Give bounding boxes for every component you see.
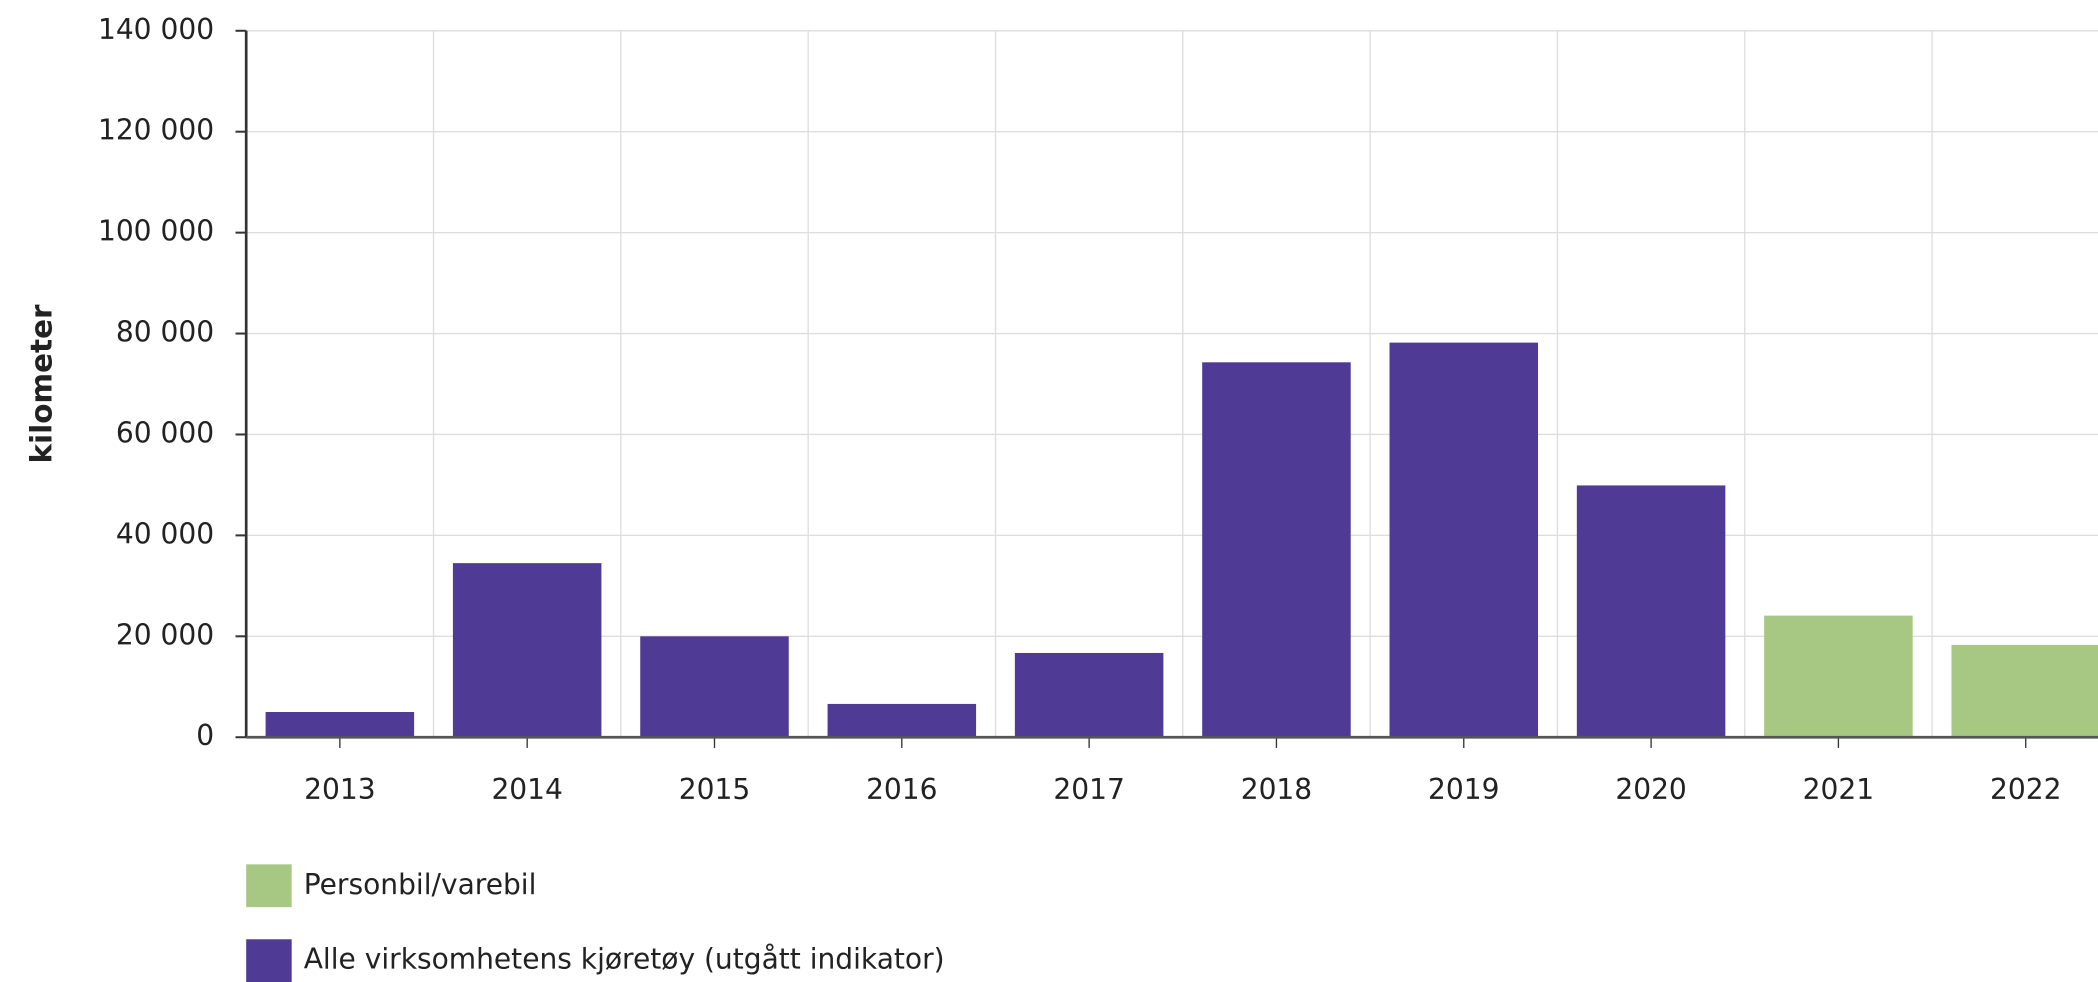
y-tick-label: 80 000 (116, 316, 214, 349)
legend-swatch (246, 864, 292, 908)
y-tick-label: 20 000 (116, 618, 214, 651)
bar (1576, 485, 1726, 738)
chart-area: kilometer 0 20 000 40 000 60 000 80 000 100 0… (24, 13, 2098, 982)
bar (1014, 652, 1164, 738)
x-tick-label: 2014 (491, 773, 562, 806)
x-tick-label: 2017 (1053, 773, 1124, 806)
y-tick-label: 40 000 (116, 517, 214, 550)
x-tick-label: 2022 (1990, 773, 2061, 806)
bar (827, 703, 977, 738)
y-tick-label: 120 000 (98, 114, 214, 147)
x-tick-label: 2016 (866, 773, 937, 806)
x-tick-label: 2018 (1241, 773, 1312, 806)
bar (640, 636, 789, 738)
y-tick-label: 60 000 (116, 416, 214, 449)
bar (1764, 615, 1913, 738)
x-tick-label: 2021 (1803, 773, 1874, 806)
y-tick-label: 0 (196, 719, 214, 752)
bar (265, 712, 415, 738)
legend-label: Personbil/varebil (304, 868, 537, 901)
y-tick-label: 100 000 (98, 215, 214, 248)
x-tick-label: 2020 (1615, 773, 1686, 806)
bar (1951, 644, 2098, 738)
bar (452, 563, 602, 738)
y-axis-label: kilometer (24, 304, 58, 464)
x-tick-label: 2013 (304, 773, 375, 806)
x-tick-label: 2019 (1428, 773, 1499, 806)
x-tick-label: 2015 (679, 773, 750, 806)
y-tick-label: 140 000 (98, 13, 214, 46)
bar (1389, 342, 1539, 738)
bar (1202, 362, 1351, 738)
legend-label: Alle virksomhetens kjøretøy (utgått indi… (304, 943, 945, 976)
legend-swatch (246, 939, 292, 982)
